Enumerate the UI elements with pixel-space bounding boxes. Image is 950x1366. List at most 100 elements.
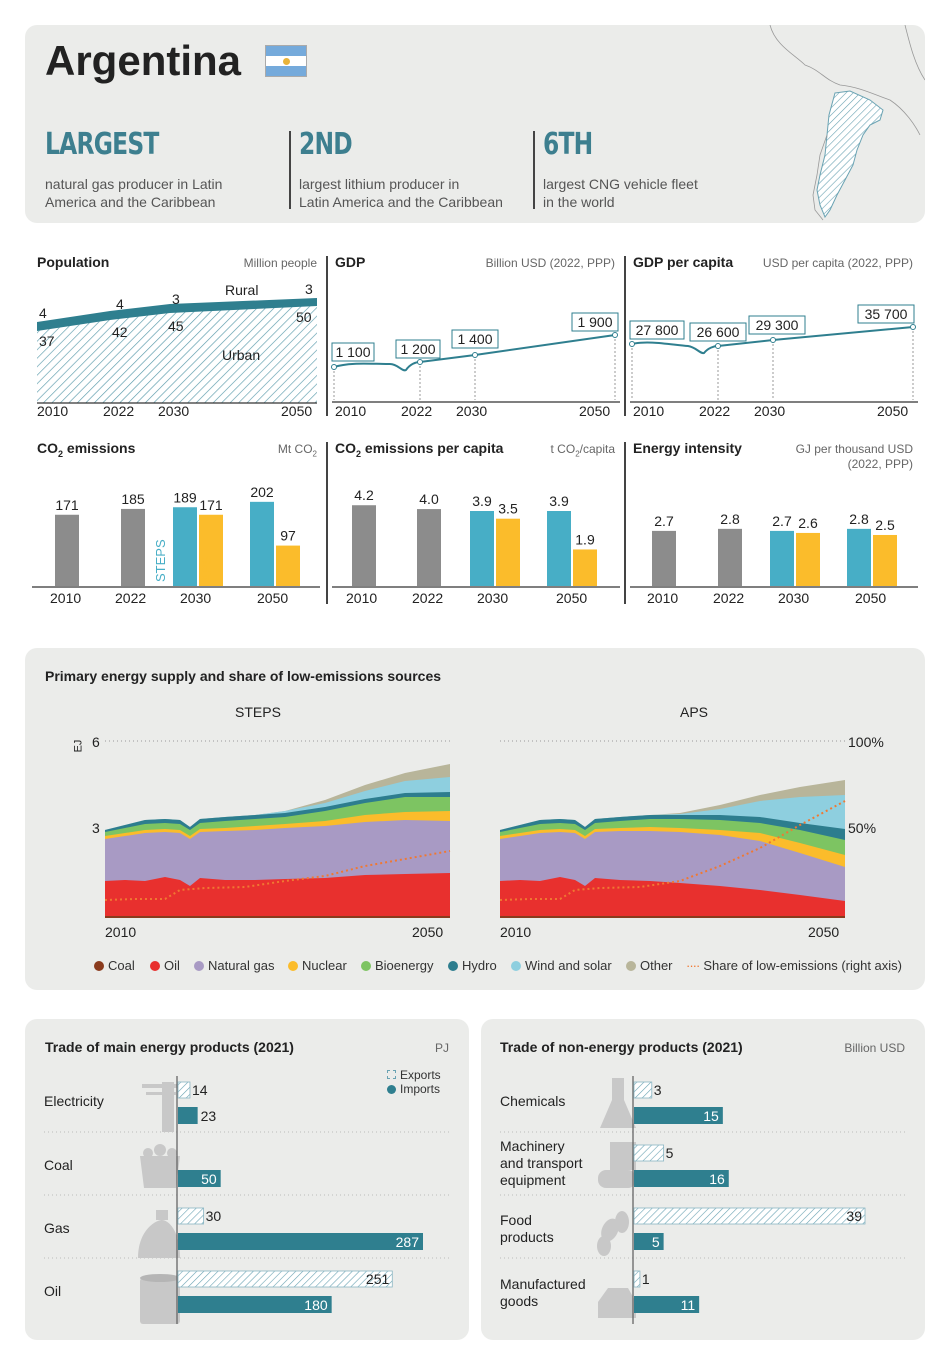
- bar: [250, 501, 274, 586]
- gdp-value-label: 1 400: [457, 331, 492, 347]
- bar-value-label: 202: [250, 484, 274, 500]
- x-tick: 2050: [257, 590, 289, 606]
- x-tick: 2010: [633, 403, 665, 419]
- electricity-pylon-icon: [142, 1082, 180, 1132]
- trade-category-label: Machinery and transport equipment: [500, 1138, 583, 1188]
- co2-per-capita-title: CO2 emissions per capita: [335, 440, 504, 459]
- bar-value-label: 171: [199, 497, 223, 513]
- gdp-per-capita-title: GDP per capita: [633, 254, 734, 270]
- urban-value: 42: [112, 324, 128, 340]
- x-tick: 2030: [180, 590, 212, 606]
- import-value-label: 16: [709, 1171, 725, 1187]
- rural-value: 4: [39, 305, 47, 321]
- import-value-label: 287: [396, 1234, 420, 1250]
- bar: [55, 514, 79, 586]
- legend-natural-gas: Natural gas: [194, 958, 274, 973]
- bar: [470, 511, 494, 586]
- south-america-map-icon: [769, 25, 925, 221]
- x-tick: 2050: [579, 403, 611, 419]
- co2-title: CO2 emissions: [37, 440, 136, 459]
- area-coal: [500, 916, 845, 918]
- gdp-per-capita-chart: 27 800 26 600 29 300 35 700: [629, 304, 918, 403]
- x-tick: 2010: [335, 403, 367, 419]
- bar-value-label: 4.2: [354, 487, 374, 503]
- area-coal: [105, 916, 450, 918]
- trade-energy-unit: PJ: [434, 1041, 449, 1055]
- import-bar: [634, 1233, 664, 1250]
- gdp-value-label: 1 100: [335, 344, 370, 360]
- import-value-label: 11: [681, 1297, 696, 1313]
- import-value-label: 23: [201, 1108, 217, 1124]
- bar: [417, 509, 441, 586]
- bar-value-label: 97: [280, 528, 296, 544]
- import-bar: [178, 1296, 332, 1313]
- bar-value-label: 185: [121, 491, 145, 507]
- trade-category-label: Gas: [44, 1220, 70, 1236]
- bar-value-label: 189: [173, 489, 197, 505]
- bar-value-label: 3.9: [472, 493, 492, 509]
- x-tick: 2010: [105, 924, 137, 940]
- gdp-value-label: 1 900: [577, 314, 612, 330]
- bar-value-label: 2.8: [720, 511, 740, 527]
- bar: [796, 532, 820, 586]
- chart-divider: [624, 442, 626, 604]
- import-bar: [178, 1107, 198, 1124]
- legend-imports: Imports: [387, 1082, 440, 1096]
- scenario-label-steps: STEPS: [235, 704, 281, 720]
- rural-band: [37, 298, 317, 331]
- gdp-value-label: 1 200: [400, 341, 435, 357]
- fact-1-headline: LARGEST: [45, 127, 159, 162]
- export-value-label: 3: [654, 1082, 662, 1098]
- urban-value: 50: [296, 309, 312, 325]
- fact-divider: [533, 131, 535, 209]
- area-oil: [105, 873, 450, 918]
- urban-value: 37: [39, 333, 55, 349]
- x-tick: 2010: [500, 924, 532, 940]
- x-tick: 2022: [713, 590, 745, 606]
- export-value-label: 14: [192, 1082, 208, 1098]
- aps-label: APS: [199, 556, 214, 582]
- export-value-label: 5: [666, 1145, 674, 1161]
- y-axis-label: EJ: [72, 739, 85, 753]
- export-bar: [633, 1081, 653, 1099]
- export-bar: [633, 1144, 665, 1162]
- bar-value-label: 2.8: [849, 511, 869, 527]
- fact-1-text: natural gas producer in Latin America and…: [45, 176, 223, 210]
- export-value-label: 1: [642, 1271, 650, 1287]
- car-icon: [598, 1288, 636, 1318]
- co2-per-capita-unit: t CO2/capita: [550, 442, 615, 459]
- chemicals-flask-icon: [600, 1078, 636, 1128]
- trade-non-energy-unit: Billion USD: [844, 1041, 905, 1055]
- legend-low-emissions-share: ···· Share of low-emissions (right axis): [686, 958, 903, 973]
- aps-area-chart: [500, 740, 846, 918]
- bar: [873, 534, 897, 586]
- co2-per-capita-bar-chart: 4.2 4.0 3.9 3.5 3.9 1.9: [332, 487, 620, 588]
- legend-exports: Exports: [387, 1068, 441, 1082]
- import-value-label: 50: [201, 1171, 217, 1187]
- legend-coal: Coal: [94, 958, 135, 973]
- x-tick: 2010: [37, 403, 69, 419]
- low-emissions-share-line: [500, 800, 846, 901]
- x-tick: 2050: [855, 590, 887, 606]
- y2-tick: 50%: [848, 820, 877, 836]
- country-header: Argentina LARGEST natural gas producer i…: [25, 25, 925, 223]
- x-tick: 2022: [699, 403, 731, 419]
- population-chart: 4 4 3 3 Rural 37 42 45 50 Urban: [37, 281, 317, 404]
- x-tick: 2050: [281, 403, 313, 419]
- bar: [573, 549, 597, 586]
- x-tick: 2030: [456, 403, 488, 419]
- area-oil: [500, 877, 845, 918]
- population-title: Population: [37, 254, 110, 270]
- trade-category-label: Food products: [500, 1212, 554, 1245]
- gdp-pc-value-label: 27 800: [636, 322, 679, 338]
- legend-hydro: Hydro: [448, 958, 497, 973]
- x-tick: 2050: [556, 590, 588, 606]
- bar-value-label: 4.0: [419, 491, 439, 507]
- population-unit: Million people: [243, 256, 317, 270]
- x-tick: 2030: [477, 590, 509, 606]
- bar-value-label: 3.9: [549, 493, 569, 509]
- import-value-label: 5: [652, 1234, 660, 1250]
- import-value-label: 180: [304, 1297, 328, 1313]
- trade-category-label: Manufactured goods: [500, 1276, 586, 1309]
